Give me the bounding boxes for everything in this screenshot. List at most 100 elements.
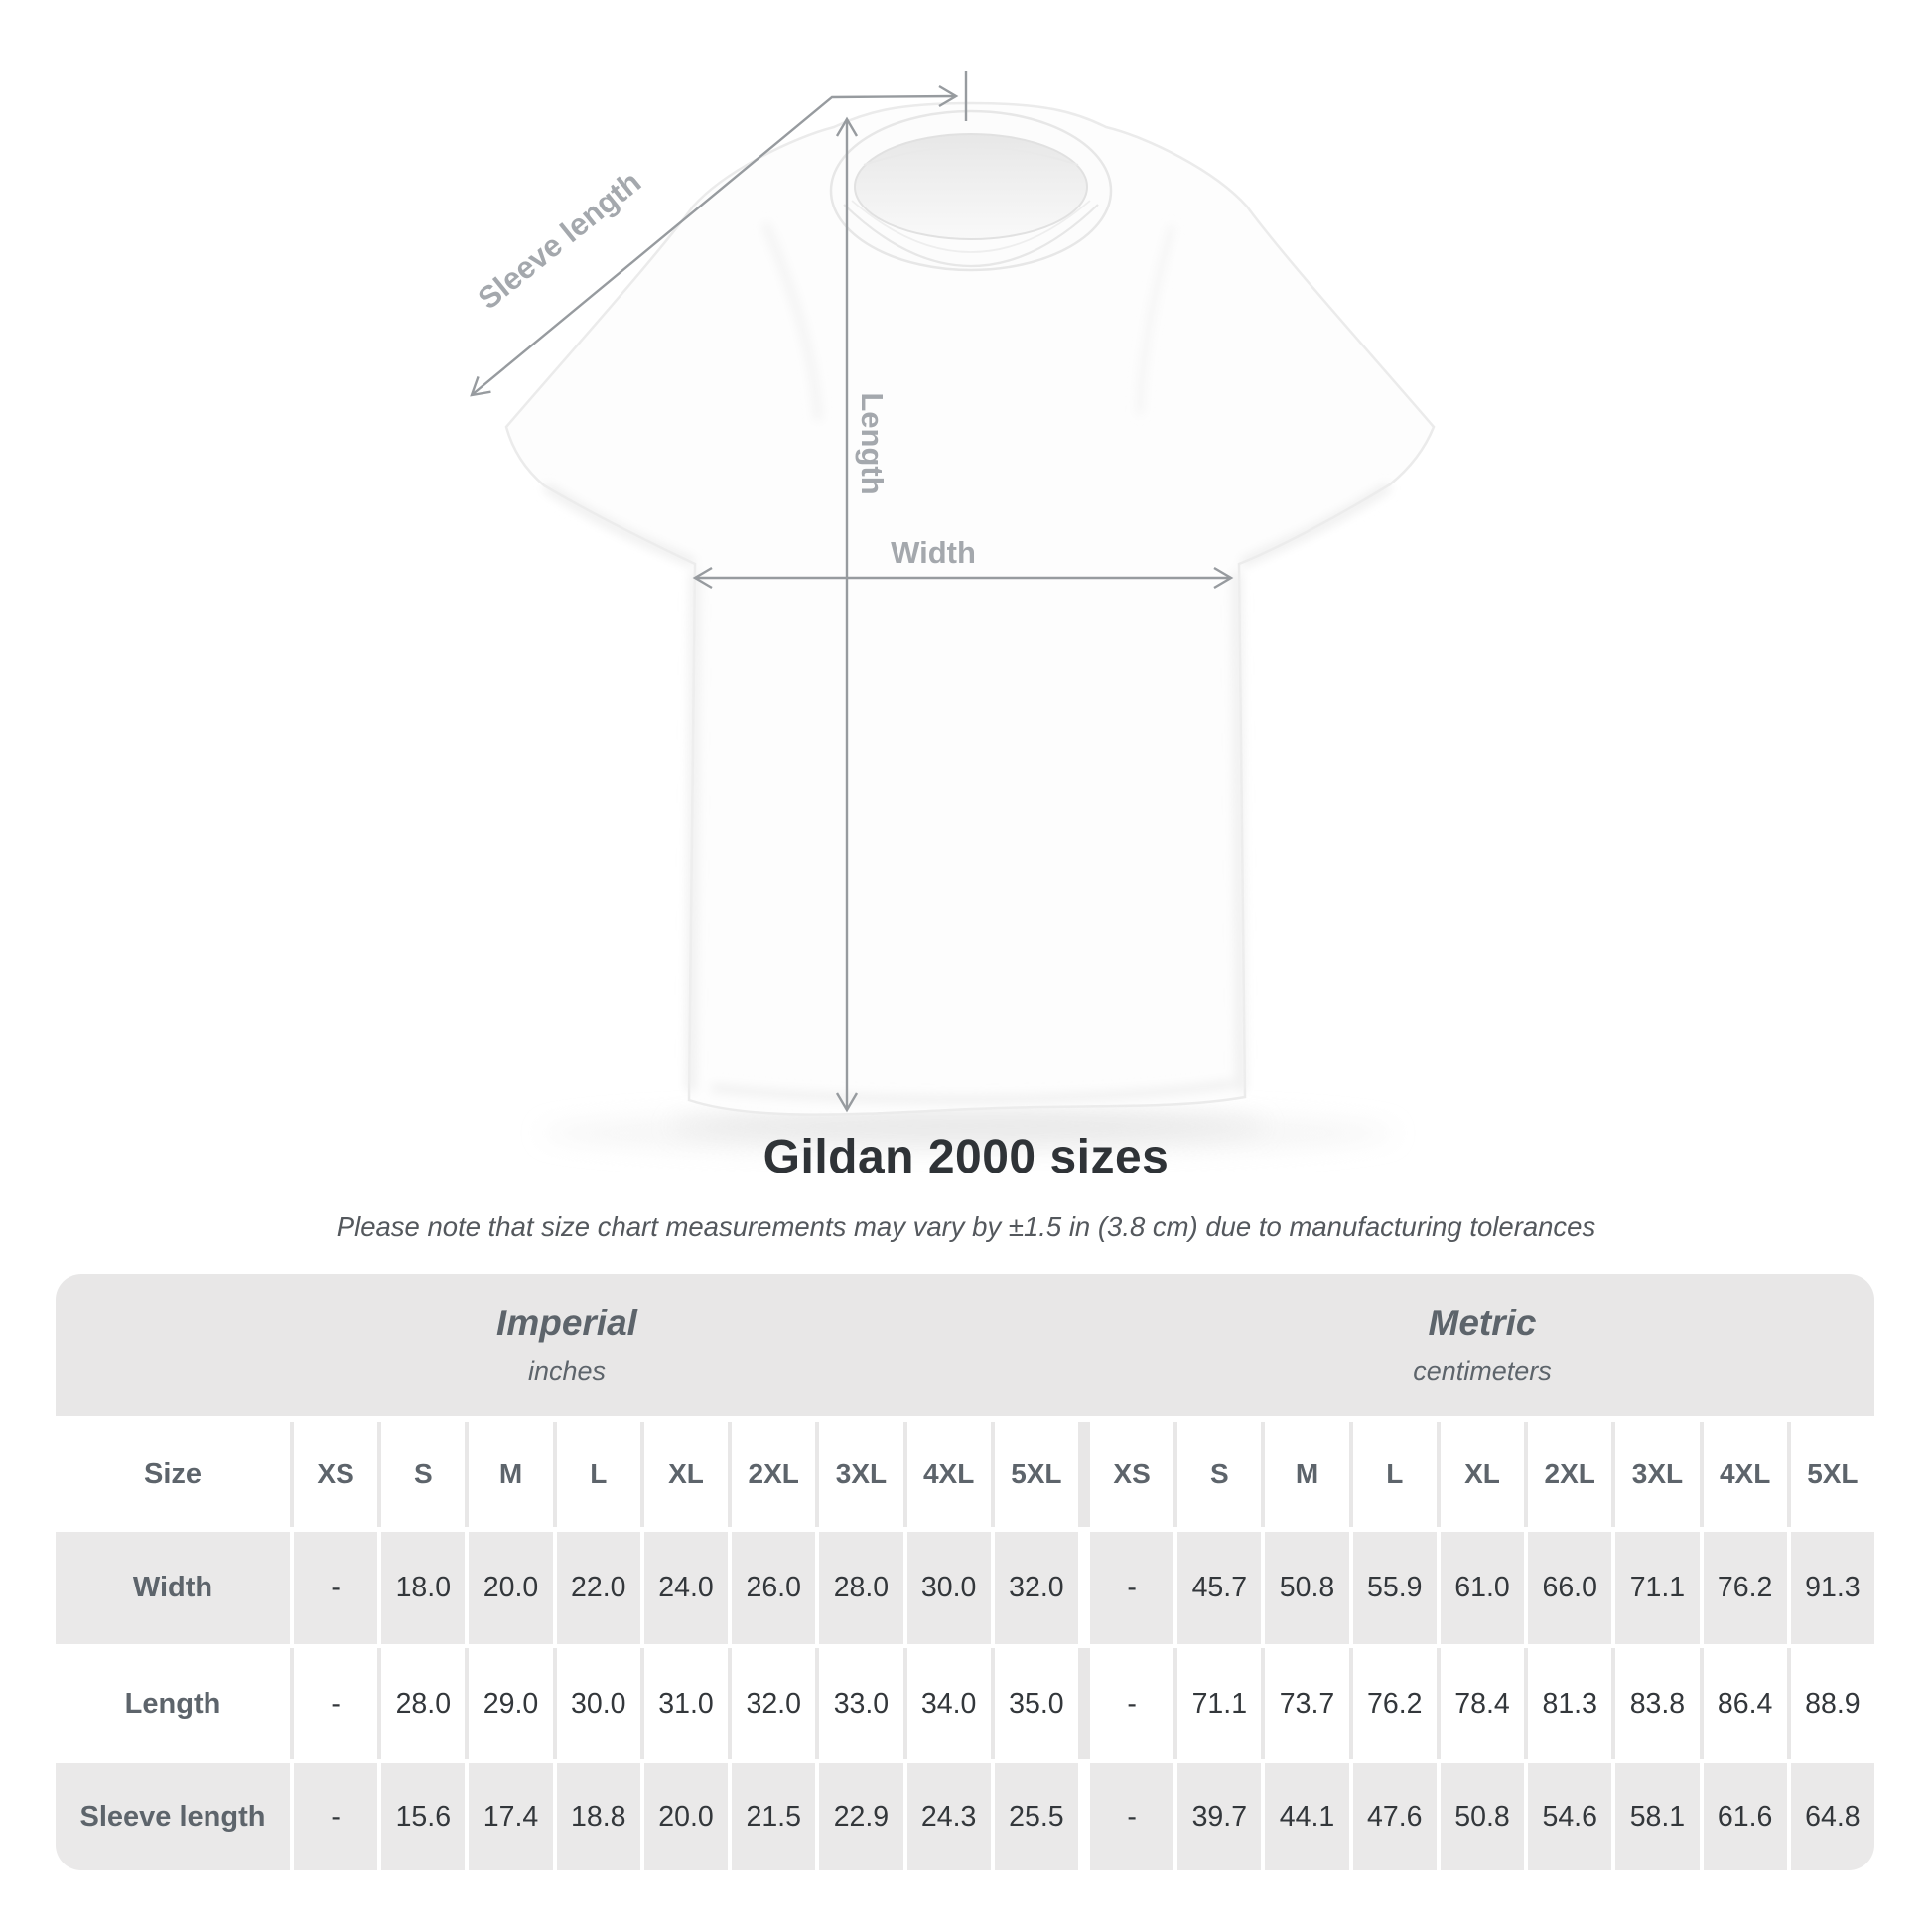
size-header-imperial-4XL: 4XL: [906, 1422, 991, 1527]
cell-metric-5XL: 64.8: [1790, 1763, 1874, 1870]
cell-metric-XS: -: [1089, 1648, 1174, 1759]
size-header-imperial-S: S: [381, 1422, 466, 1527]
cell-metric-S: 39.7: [1177, 1763, 1262, 1870]
size-header-imperial-M: M: [469, 1422, 553, 1527]
cell-metric-L: 76.2: [1352, 1648, 1437, 1759]
shirt-shadow: [541, 1111, 1395, 1155]
cell-metric-3XL: 83.8: [1615, 1648, 1700, 1759]
cell-metric-M: 44.1: [1265, 1763, 1349, 1870]
size-header-imperial-XS: XS: [294, 1422, 378, 1527]
cell-imperial-4XL: 24.3: [906, 1763, 991, 1870]
row-label: Length: [56, 1648, 290, 1759]
imperial-title: Imperial: [496, 1303, 637, 1343]
cell-imperial-4XL: 34.0: [906, 1648, 991, 1759]
size-header-metric-S: S: [1177, 1422, 1262, 1527]
cell-imperial-2XL: 32.0: [732, 1648, 816, 1759]
table-row-2: Sleeve length -15.6 17.4 18.8 20.0 21.5 22.9 24…: [56, 1763, 1874, 1870]
row-label: Sleeve length: [56, 1763, 290, 1870]
group-separator: [1081, 1763, 1086, 1870]
cell-imperial-4XL: 30.0: [906, 1532, 991, 1644]
size-header-imperial-XL: XL: [643, 1422, 729, 1527]
unit-group-band: Imperial inches Metric centimeters: [56, 1274, 1874, 1416]
size-column-header: Size: [56, 1422, 290, 1527]
cell-metric-5XL: 88.9: [1790, 1648, 1874, 1759]
cell-metric-2XL: 81.3: [1528, 1648, 1612, 1759]
cell-metric-M: 73.7: [1265, 1648, 1349, 1759]
cell-imperial-L: 30.0: [556, 1648, 640, 1759]
size-header-imperial-3XL: 3XL: [819, 1422, 903, 1527]
cell-metric-5XL: 91.3: [1790, 1532, 1874, 1644]
cell-metric-4XL: 61.6: [1703, 1763, 1787, 1870]
cell-metric-XL: 61.0: [1440, 1532, 1525, 1644]
cell-imperial-XS: -: [294, 1763, 378, 1870]
cell-imperial-5XL: 35.0: [994, 1648, 1078, 1759]
tshirt-illustration: [504, 101, 1436, 1116]
size-header-metric-2XL: 2XL: [1528, 1422, 1612, 1527]
cell-metric-3XL: 58.1: [1615, 1763, 1700, 1870]
cell-imperial-S: 18.0: [381, 1532, 466, 1644]
cell-imperial-XL: 20.0: [643, 1763, 729, 1870]
size-header-metric-4XL: 4XL: [1703, 1422, 1787, 1527]
imperial-unit: inches: [527, 1356, 607, 1386]
table-row-0: Width -18.0 20.0 22.0 24.0 26.0 28.0 30.0 32.0-4…: [56, 1532, 1874, 1644]
cell-metric-L: 55.9: [1352, 1532, 1437, 1644]
cell-imperial-XS: -: [294, 1648, 378, 1759]
cell-metric-3XL: 71.1: [1615, 1532, 1700, 1644]
cell-imperial-3XL: 22.9: [819, 1763, 903, 1870]
cell-metric-XS: -: [1089, 1763, 1174, 1870]
cell-imperial-L: 18.8: [556, 1763, 640, 1870]
cell-metric-XL: 78.4: [1440, 1648, 1525, 1759]
cell-imperial-3XL: 33.0: [819, 1648, 903, 1759]
cell-metric-4XL: 76.2: [1703, 1532, 1787, 1644]
cell-metric-2XL: 66.0: [1528, 1532, 1612, 1644]
table-header-row: Size XS S M L XL 2XL 3XL 4XL 5XL XS S M L XL 2XL 3XL 4XL 5…: [56, 1422, 1874, 1527]
cell-imperial-3XL: 28.0: [819, 1532, 903, 1644]
cell-metric-L: 47.6: [1352, 1763, 1437, 1870]
cell-imperial-M: 20.0: [469, 1532, 553, 1644]
collar: [829, 109, 1113, 272]
tshirt-body: [504, 101, 1436, 1116]
sleeve-length-arrow: [470, 71, 968, 397]
size-header-metric-M: M: [1265, 1422, 1349, 1527]
size-header-imperial-5XL: 5XL: [994, 1422, 1078, 1527]
cell-imperial-L: 22.0: [556, 1532, 640, 1644]
metric-unit: centimeters: [1413, 1356, 1552, 1386]
metric-title: Metric: [1428, 1303, 1537, 1343]
cell-imperial-2XL: 21.5: [732, 1763, 816, 1870]
cell-imperial-XL: 24.0: [643, 1532, 729, 1644]
width-label: Width: [891, 535, 976, 570]
page-title: Gildan 2000 sizes: [762, 1131, 1170, 1183]
length-label: Length: [855, 392, 890, 494]
cell-imperial-XS: -: [294, 1532, 378, 1644]
row-label: Width: [56, 1532, 290, 1644]
cell-imperial-5XL: 32.0: [994, 1532, 1078, 1644]
size-header-imperial-L: L: [556, 1422, 640, 1527]
cell-metric-S: 45.7: [1177, 1532, 1262, 1644]
size-header-metric-XL: XL: [1440, 1422, 1525, 1527]
size-header-metric-L: L: [1352, 1422, 1437, 1527]
cell-imperial-S: 28.0: [381, 1648, 466, 1759]
size-header-metric-5XL: 5XL: [1790, 1422, 1874, 1527]
imperial-group-header: Imperial inches: [56, 1274, 1078, 1416]
cell-metric-2XL: 54.6: [1528, 1763, 1612, 1870]
size-header-metric-3XL: 3XL: [1615, 1422, 1700, 1527]
table-row-1: Length -28.0 29.0 30.0 31.0 32.0 33.0 34.0 35.0-…: [56, 1648, 1874, 1759]
cell-metric-XL: 50.8: [1440, 1763, 1525, 1870]
metric-group-header: Metric centimeters: [1090, 1274, 1874, 1416]
cell-metric-XS: -: [1089, 1532, 1174, 1644]
width-arrow: [692, 566, 1234, 590]
length-arrow: [835, 116, 859, 1113]
group-separator: [1081, 1648, 1086, 1759]
cell-metric-S: 71.1: [1177, 1648, 1262, 1759]
cell-imperial-XL: 31.0: [643, 1648, 729, 1759]
tshirt-diagram: Sleeve length Length Width: [470, 71, 1436, 1155]
cell-imperial-2XL: 26.0: [732, 1532, 816, 1644]
size-tolerance-note: Please note that size chart measurements…: [336, 1211, 1596, 1242]
size-table: Imperial inches Metric centimeters Size X…: [56, 1274, 1874, 1870]
group-separator: [1081, 1532, 1086, 1644]
cell-imperial-S: 15.6: [381, 1763, 466, 1870]
cell-imperial-M: 17.4: [469, 1763, 553, 1870]
measurement-lines: [470, 71, 1234, 1113]
cell-imperial-5XL: 25.5: [994, 1763, 1078, 1870]
